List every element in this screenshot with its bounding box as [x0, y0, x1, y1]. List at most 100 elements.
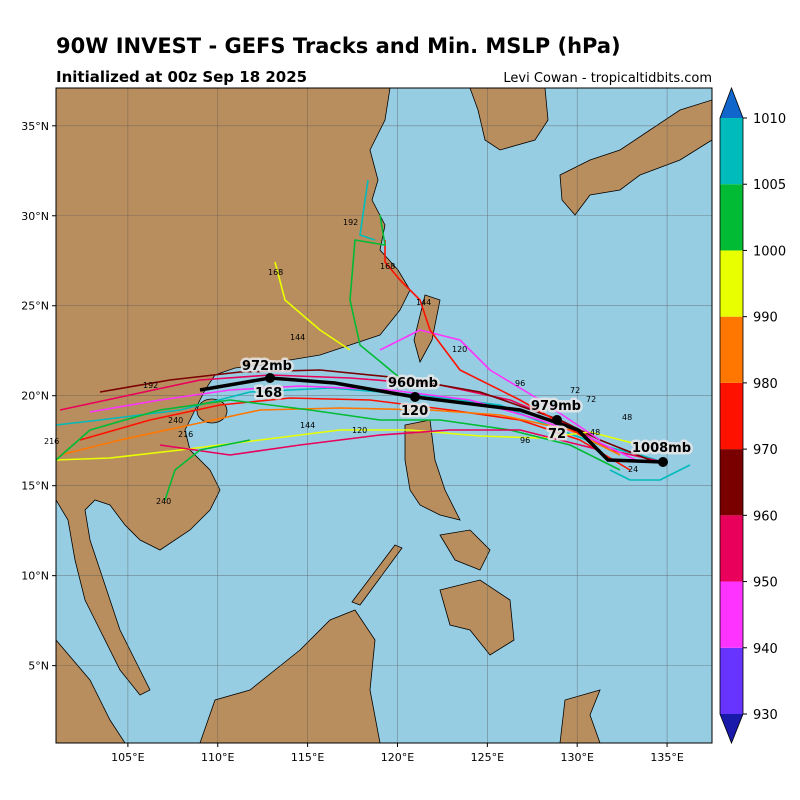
subtitle: Initialized at 00z Sep 18 2025 — [56, 68, 307, 86]
map-frame — [55, 87, 713, 744]
mean-track-point — [552, 415, 562, 425]
x-tick-label: 105°E — [111, 751, 144, 764]
colorbar-tick-label: 950 — [753, 576, 778, 591]
colorbar: 930 940 950 960 970 980 990 1000 1005 1010 — [719, 86, 786, 745]
hour-label: 192 — [343, 218, 358, 227]
colorbar-tick-label: 1010 — [753, 112, 786, 127]
land-layer — [56, 88, 712, 743]
hour-label: 144 — [416, 298, 431, 307]
hour-label: 168 — [380, 262, 395, 271]
hour-label: 240 — [156, 497, 171, 506]
mindanao — [439, 579, 515, 656]
colorbar-tick-label: 940 — [753, 642, 778, 657]
hour-label: 144 — [290, 333, 305, 342]
hour-label: 24 — [628, 465, 638, 474]
hour-label: 120 — [452, 345, 467, 354]
colorbar-tick-label: 1005 — [753, 178, 786, 193]
x-tick-label: 130°E — [560, 751, 593, 764]
colorbar-bin — [720, 581, 743, 648]
hour-label: 240 — [168, 416, 183, 425]
mean-track — [199, 373, 668, 467]
hour-label: 144 — [300, 421, 315, 430]
hour-label: 192 — [143, 381, 158, 390]
x-tick-label: 125°E — [471, 751, 504, 764]
hour-label: 120 — [352, 426, 367, 435]
member-track — [56, 429, 641, 461]
colorbar-under — [720, 714, 743, 743]
mean-label: 168 — [255, 386, 282, 401]
y-tick-label: 25°N — [21, 300, 49, 313]
colorbar-bin — [720, 515, 743, 582]
colorbar-over — [720, 88, 743, 118]
mean-label: 120 — [401, 404, 428, 419]
y-tick-label: 10°N — [21, 570, 49, 583]
colorbar-tick-label: 930 — [753, 708, 778, 723]
colorbar-bin — [720, 118, 743, 185]
x-tick-label: 135°E — [650, 751, 683, 764]
member-track — [164, 439, 251, 501]
korea — [469, 88, 549, 151]
member-track — [59, 407, 621, 456]
member-track — [274, 261, 351, 351]
x-tick-label: 120°E — [381, 751, 414, 764]
member-track — [79, 397, 631, 471]
mean-label: 972mb — [242, 359, 292, 374]
member-track — [56, 399, 621, 471]
mean-track-point — [265, 373, 275, 383]
y-tick-label: 35°N — [21, 120, 49, 133]
y-tick-label: 5°N — [28, 660, 49, 673]
credit: Levi Cowan - tropicaltidbits.com — [503, 71, 712, 86]
colorbar-bin — [720, 647, 743, 714]
hour-label: 216 — [44, 437, 59, 446]
sulawesi — [559, 689, 601, 743]
colorbar-bin — [720, 449, 743, 516]
colorbar-tick-label: 990 — [753, 311, 778, 326]
hour-label: 48 — [590, 428, 600, 437]
hour-labels: 24 48 48 72 72 96 96 120 120 144 144 144… — [44, 218, 638, 506]
y-tick-label: 15°N — [21, 480, 49, 493]
mean-label: 960mb — [388, 376, 438, 391]
mean-label: 1008mb — [632, 441, 691, 456]
mean-track-labels: 1008mb 979mb 960mb 972mb 72 120 168 — [240, 357, 694, 459]
hour-label: 96 — [520, 436, 530, 445]
colorbar-tick-label: 970 — [753, 443, 778, 458]
title: 90W INVEST - GEFS Tracks and Min. MSLP (… — [56, 34, 621, 58]
member-tracks — [56, 179, 691, 501]
hour-label: 168 — [268, 268, 283, 277]
y-tick-label: 20°N — [21, 390, 49, 403]
member-track — [359, 179, 376, 241]
mean-label: 72 — [548, 427, 566, 442]
hour-label: 72 — [570, 386, 580, 395]
hour-label: 48 — [622, 413, 632, 422]
colorbar-bin — [720, 316, 743, 383]
colorbar-bin — [720, 250, 743, 317]
colorbar-tick-label: 960 — [753, 509, 778, 524]
member-track — [349, 214, 401, 379]
mean-track-line — [199, 376, 664, 464]
hour-label: 96 — [515, 379, 525, 388]
x-tick-label: 115°E — [291, 751, 324, 764]
x-tick-label: 110°E — [201, 751, 234, 764]
mean-label: 979mb — [531, 399, 581, 414]
member-track — [379, 329, 601, 441]
colorbar-tick-label: 1000 — [753, 244, 786, 259]
colorbar-tick-label: 980 — [753, 377, 778, 392]
borneo — [199, 609, 381, 743]
member-track — [384, 240, 591, 441]
mean-track-point — [658, 457, 668, 467]
y-tick-label: 30°N — [21, 210, 49, 223]
hour-label: 72 — [586, 395, 596, 404]
grid-layer — [56, 88, 712, 743]
mean-track-point — [410, 392, 420, 402]
member-track — [609, 464, 691, 481]
colorbar-bin — [720, 184, 743, 251]
mainland-asia — [56, 88, 411, 696]
hour-label: 216 — [178, 430, 193, 439]
visayas — [439, 529, 491, 571]
member-track — [159, 429, 601, 456]
luzon — [404, 419, 461, 521]
colorbar-bin — [720, 382, 743, 450]
palawan — [351, 544, 403, 606]
